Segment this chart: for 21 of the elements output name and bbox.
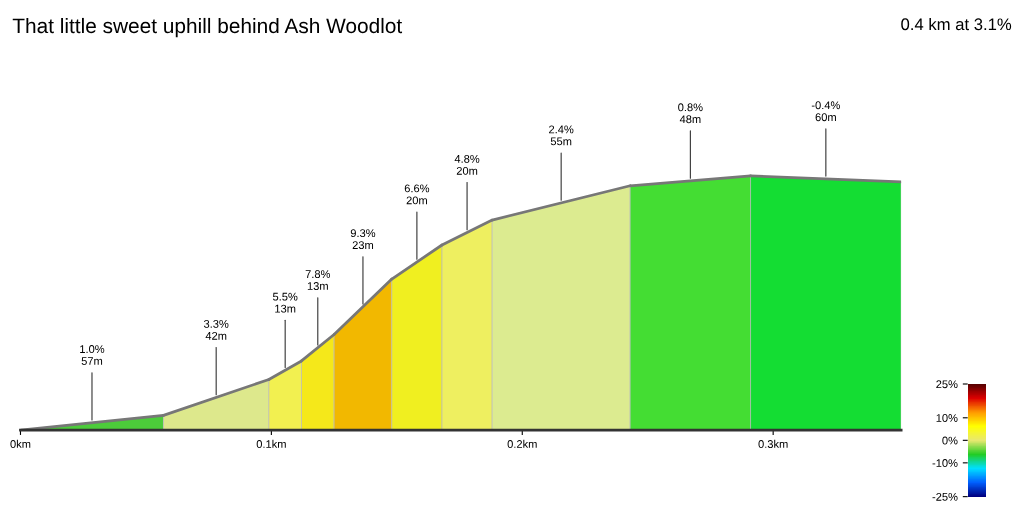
x-tick-label: 0.1km bbox=[256, 439, 286, 448]
chart-title: That little sweet uphill behind Ash Woodlot bbox=[12, 17, 403, 38]
annotation: -0.4% 60m bbox=[811, 101, 840, 122]
color-bar-label: 10% bbox=[936, 414, 958, 422]
annotation: 2.4% 55m bbox=[549, 125, 574, 146]
annotation: 5.5% 13m bbox=[272, 292, 298, 313]
x-tick-label: 0.3km bbox=[758, 439, 788, 448]
annotation: 1.0% 57m bbox=[80, 345, 105, 365]
annotation: 0.8% 48m bbox=[678, 103, 703, 124]
annotation: 6.6% 20m bbox=[404, 184, 430, 205]
color-bar-label: 0% bbox=[942, 436, 958, 445]
text: 0.4 km at 3.1% bbox=[901, 17, 1012, 31]
color-bar-label: 25% bbox=[936, 380, 958, 389]
color-bar-label: -25% bbox=[932, 492, 958, 501]
annotation: 9.3% 23m bbox=[350, 229, 376, 250]
color-bar-label: -10% bbox=[932, 459, 958, 467]
x-tick-label: 0.2km bbox=[507, 439, 537, 448]
annotation: 3.3% 42m bbox=[203, 319, 229, 340]
annotation: 4.8% 20m bbox=[454, 154, 480, 175]
annotation: 7.8% 13m bbox=[305, 270, 331, 290]
x-tick-label: 0km bbox=[10, 439, 31, 448]
